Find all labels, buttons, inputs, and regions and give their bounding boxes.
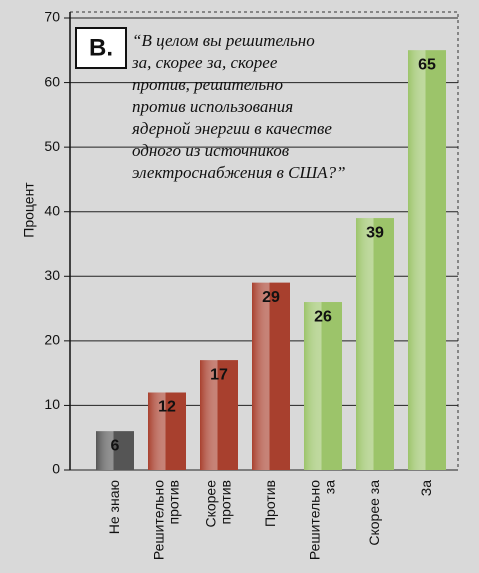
value-label: 17 xyxy=(210,366,228,383)
bar-shine xyxy=(96,431,134,470)
y-tick-label: 10 xyxy=(44,396,60,412)
x-tick-label: Решительнопротив xyxy=(150,480,181,560)
y-tick-label: 40 xyxy=(44,202,60,218)
y-tick-label: 60 xyxy=(44,73,60,89)
x-tick-label: За xyxy=(418,480,434,496)
y-axis-label: Процент xyxy=(21,182,37,238)
value-label: 39 xyxy=(366,224,384,241)
value-label: 12 xyxy=(158,399,176,416)
bar-shine xyxy=(200,360,238,470)
annotation-text: за, скорее за, скорее xyxy=(131,53,278,72)
bar-shine xyxy=(408,50,446,471)
value-label: 29 xyxy=(262,289,280,306)
bar-shine xyxy=(304,302,342,470)
x-tick-label: Скорее за xyxy=(366,480,382,546)
bar-shine xyxy=(252,282,290,470)
bar-shine xyxy=(148,392,186,470)
annotation-text: электроснабжения в США?” xyxy=(132,163,346,182)
value-label: 26 xyxy=(314,308,332,325)
annotation-text: ядерной энергии в качестве xyxy=(131,119,332,138)
x-tick-label: Не знаю xyxy=(106,480,122,534)
annotation-label: B. xyxy=(89,34,113,61)
value-label: 6 xyxy=(111,437,120,454)
y-tick-label: 70 xyxy=(44,9,60,25)
annotation-text: против использования xyxy=(132,97,293,116)
y-tick-label: 0 xyxy=(52,461,60,477)
value-label: 65 xyxy=(418,57,436,74)
annotation-text: “В целом вы решительно xyxy=(132,31,315,50)
y-tick-label: 20 xyxy=(44,332,60,348)
bar-shine xyxy=(356,218,394,470)
y-tick-label: 30 xyxy=(44,267,60,283)
annotation-text: против, решительно xyxy=(132,75,283,94)
x-tick-label: Решительноза xyxy=(306,480,337,560)
y-tick-label: 50 xyxy=(44,138,60,154)
x-tick-label: Скореепротив xyxy=(202,480,233,528)
annotation-box xyxy=(75,27,127,69)
x-tick-label: Против xyxy=(262,480,278,527)
annotation-text: одного из источников xyxy=(132,141,290,160)
